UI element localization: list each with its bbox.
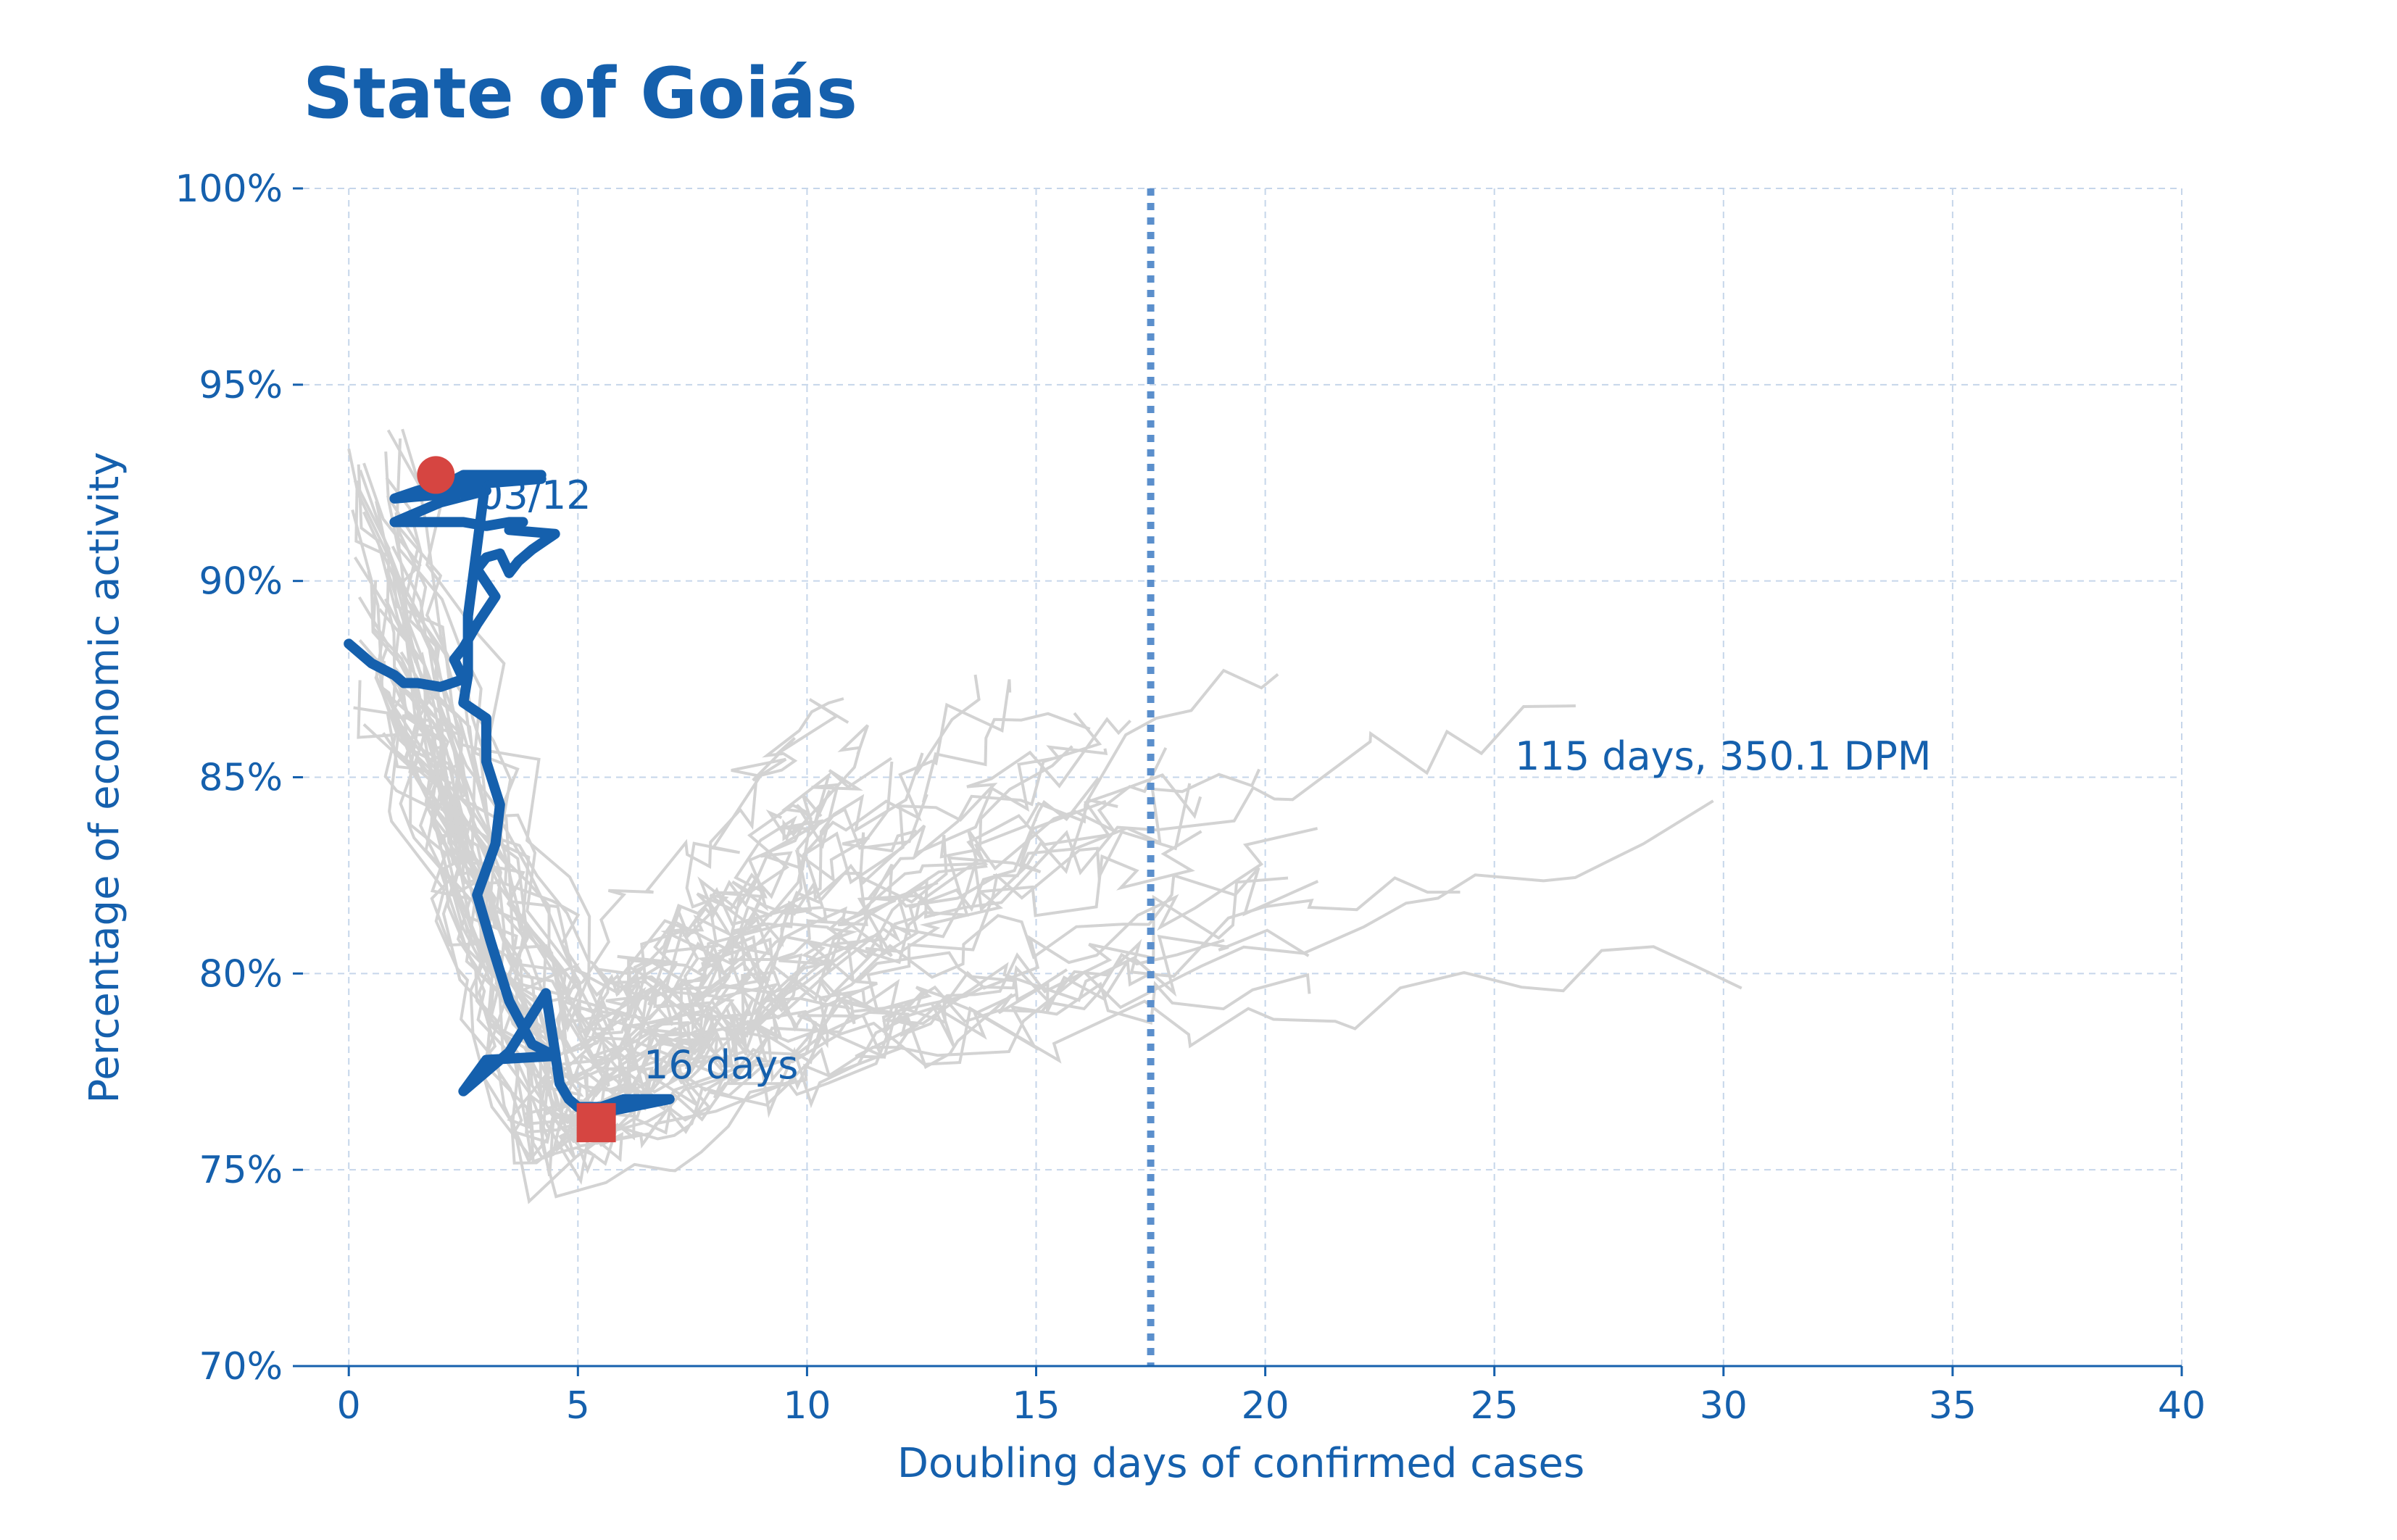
background-series-line: [362, 462, 1319, 1033]
mid-label: 16 days: [644, 1042, 798, 1088]
background-series-line: [394, 626, 1100, 1164]
y-tick-label: 95%: [199, 364, 283, 407]
y-tick-label: 90%: [199, 560, 283, 604]
x-tick-label: 15: [1012, 1384, 1060, 1428]
background-series-line: [386, 568, 1102, 1160]
background-series-line: [384, 451, 981, 1165]
x-tick-label: 35: [1929, 1384, 1977, 1428]
background-series-line: [394, 512, 1311, 1085]
y-tick-label: 85%: [199, 757, 283, 800]
start-label: 03/12: [478, 473, 591, 518]
chart-title: State of Goiás: [303, 53, 857, 134]
background-series-line: [357, 464, 1091, 1039]
x-tick-label: 30: [1700, 1384, 1748, 1428]
x-axis-label: Doubling days of confirmed cases: [897, 1440, 1584, 1487]
x-tick-label: 10: [783, 1384, 831, 1428]
background-series-line: [359, 469, 936, 1186]
end-marker: [576, 1103, 616, 1143]
background-series-line: [367, 570, 802, 1175]
x-tick-label: 0: [337, 1384, 361, 1428]
highlight-series-line: [344, 470, 675, 1124]
axes: 0 5 10 15 20 25 30 35 40 70% 75% 80% 85% 90% 95% 100%: [175, 167, 2206, 1428]
y-tick-label: 80%: [199, 952, 283, 996]
start-marker: [417, 456, 455, 494]
background-series-line: [399, 651, 1068, 1047]
y-tick-label: 75%: [199, 1149, 283, 1192]
background-series-line: [378, 608, 797, 1131]
y-tick-label: 70%: [199, 1345, 283, 1389]
x-tick-label: 20: [1242, 1384, 1289, 1428]
background-series-line: [378, 654, 1107, 1131]
y-axis-label: Percentage of economic activity: [81, 452, 128, 1104]
background-series-line: [362, 511, 918, 1059]
x-tick-label: 40: [2158, 1384, 2206, 1428]
y-tick-label: 100%: [175, 167, 283, 211]
end-label: 115 days, 350.1 DPM: [1515, 733, 1932, 779]
background-series-line: [391, 545, 1225, 1177]
x-tick-label: 5: [566, 1384, 590, 1428]
grid: [303, 188, 2182, 1367]
background-series-line: [383, 598, 1202, 1036]
x-tick-label: 25: [1471, 1384, 1519, 1428]
highlight-series-group: [344, 456, 675, 1143]
